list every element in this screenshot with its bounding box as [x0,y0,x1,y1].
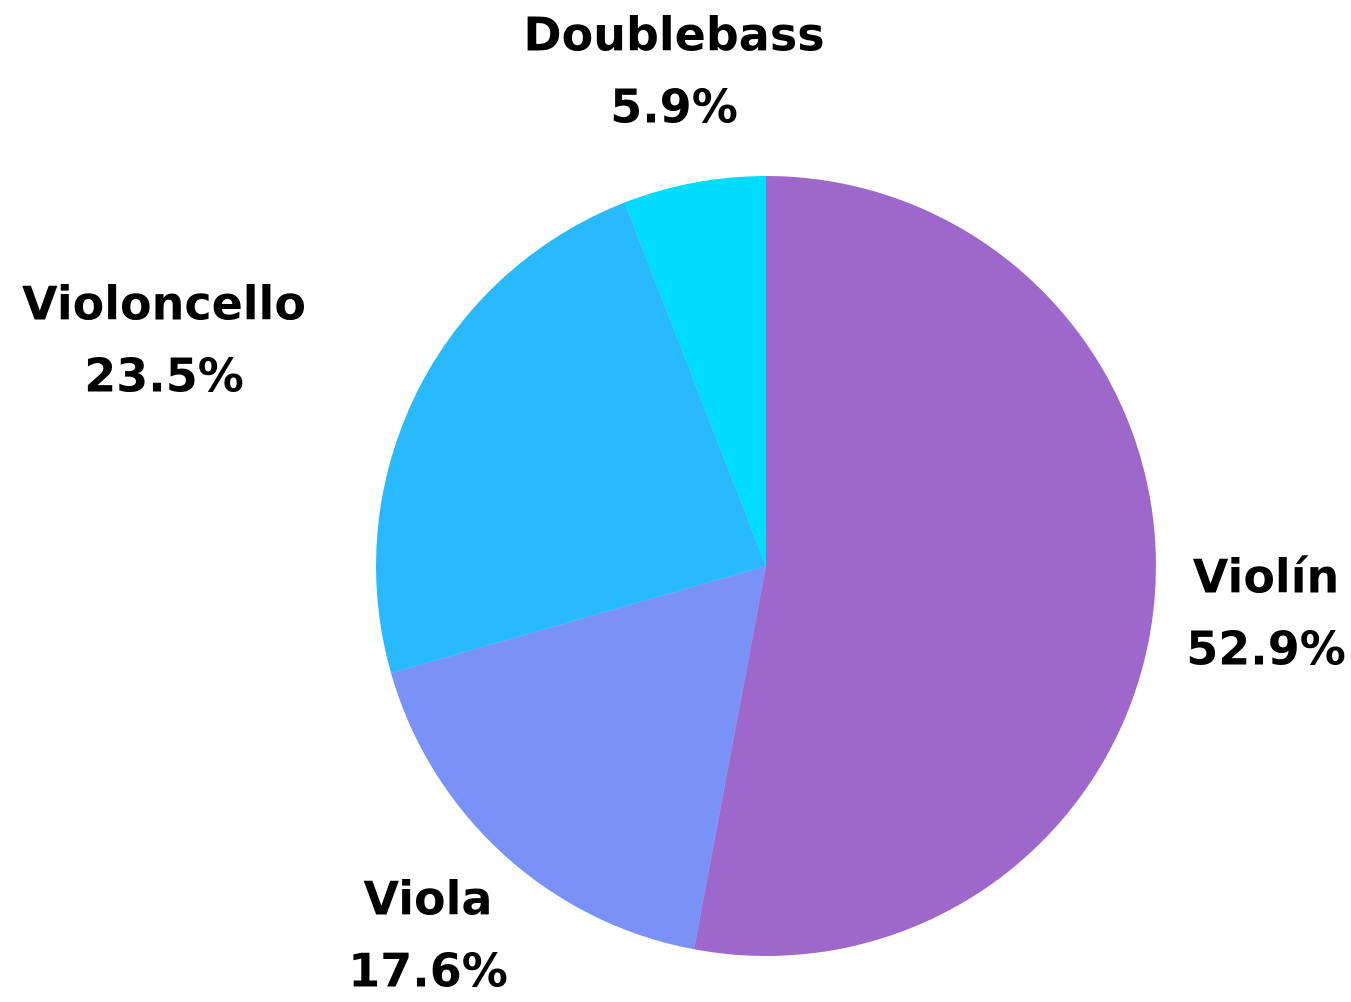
pie-slice-viola [391,566,766,950]
slice-label-violin: Violín [1193,550,1339,604]
pie-slice-doublebass [624,175,766,566]
pie-slices [376,175,1156,956]
pie-labels: Violín 52.9% Viola 17.6% Violoncello 23.5% Dou… [22,8,1346,998]
slice-value-violin: 52.9% [1186,622,1346,676]
pie-slice-violoncello [376,202,766,674]
slice-label-viola: Viola [364,872,493,926]
slice-value-doublebass: 5.9% [610,80,738,134]
slice-label-doublebass: Doublebass [523,8,824,62]
slice-label-violoncello: Violoncello [22,277,306,331]
slice-value-viola: 17.6% [348,944,508,998]
pie-slice-violin [694,176,1156,956]
slice-value-violoncello: 23.5% [84,349,244,403]
